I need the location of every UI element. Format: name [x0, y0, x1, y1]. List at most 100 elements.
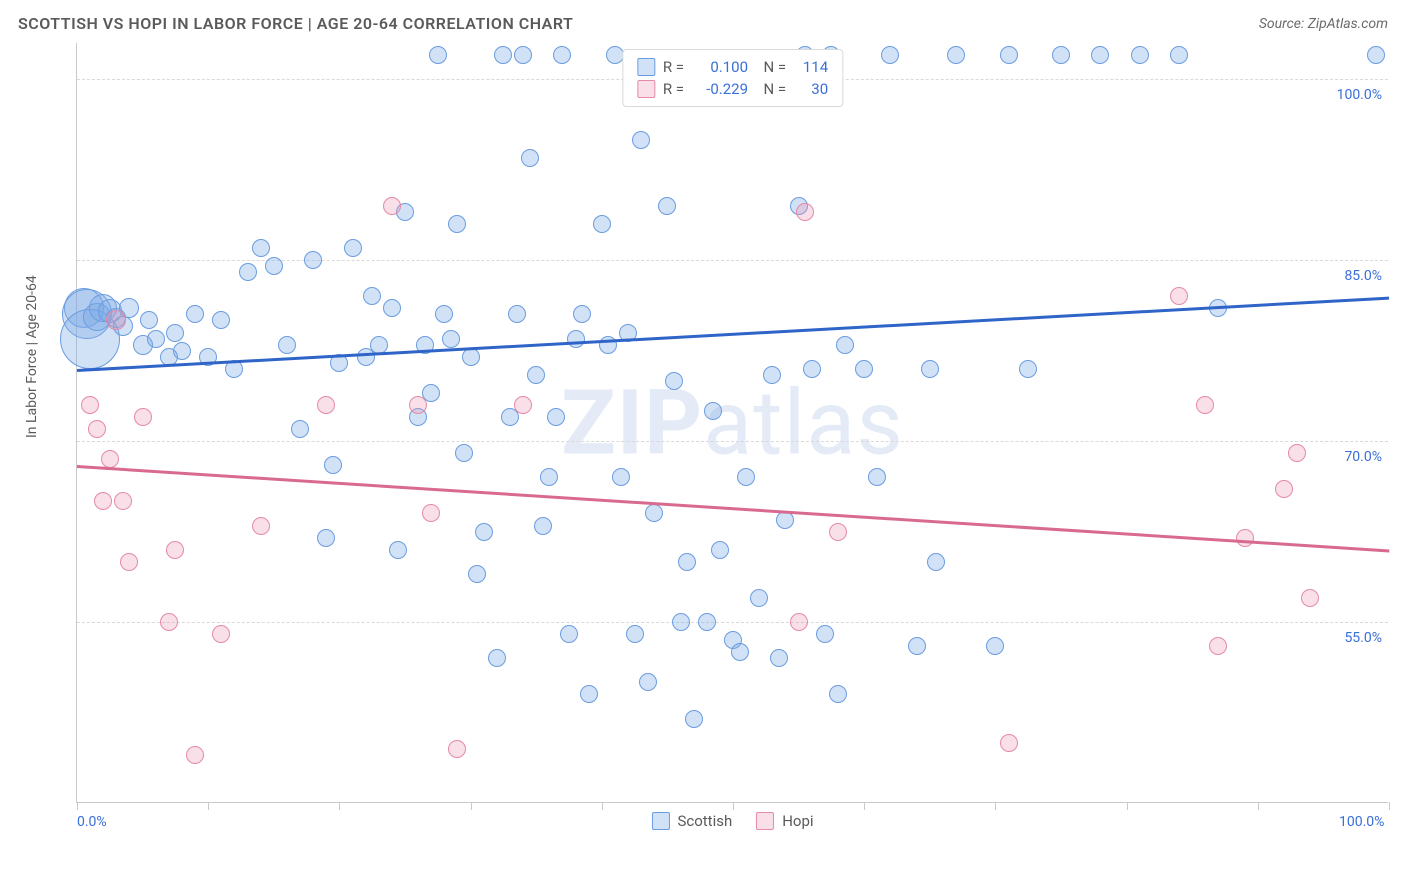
scatter-point [790, 613, 808, 631]
scatter-point [796, 203, 814, 221]
scatter-point [1288, 444, 1306, 462]
scatter-point [639, 673, 657, 691]
scatter-point [212, 625, 230, 643]
scatter-point [252, 239, 270, 257]
scatter-point [494, 46, 512, 64]
legend-r-value: -0.229 [692, 80, 748, 98]
trend-line [77, 465, 1389, 552]
scatter-point [186, 746, 204, 764]
correlation-legend: R =0.100 N =114R =-0.229 N =30 [622, 49, 843, 107]
scatter-point [829, 685, 847, 703]
scatter-point [304, 251, 322, 269]
scatter-point [173, 342, 191, 360]
legend-r-label: R = [663, 80, 684, 98]
y-axis-label: 100.0% [1337, 87, 1382, 103]
legend-n-label: N = [756, 58, 786, 76]
scatter-point [1301, 589, 1319, 607]
scatter-point [704, 402, 722, 420]
scatter-point [370, 336, 388, 354]
legend-row: R =-0.229 N =30 [637, 78, 828, 100]
scatter-point [770, 649, 788, 667]
scatter-point [317, 396, 335, 414]
scatter-point [508, 305, 526, 323]
series-legend: ScottishHopi [651, 812, 813, 830]
scatter-point [114, 492, 132, 510]
x-tick [733, 802, 734, 810]
scatter-point [763, 366, 781, 384]
x-tick [602, 802, 603, 810]
scatter-point [632, 131, 650, 149]
scatter-point [698, 613, 716, 631]
scatter-point [1367, 46, 1385, 64]
x-axis-label: 0.0% [77, 814, 107, 830]
scatter-point [1131, 46, 1149, 64]
gridline [77, 622, 1388, 623]
scatter-point [1000, 46, 1018, 64]
scatter-point [514, 46, 532, 64]
scatter-point [737, 468, 755, 486]
scatter-point [1019, 360, 1037, 378]
plot-area: ZIPatlas 55.0%70.0%85.0%100.0%0.0%100.0%… [76, 43, 1388, 803]
scatter-point [1209, 637, 1227, 655]
scatter-point [547, 408, 565, 426]
scatter-point [658, 197, 676, 215]
scatter-point [88, 420, 106, 438]
scatter-point [665, 372, 683, 390]
scatter-point [593, 215, 611, 233]
scatter-point [475, 523, 493, 541]
scatter-point [389, 541, 407, 559]
x-tick [1258, 802, 1259, 810]
scatter-point [265, 257, 283, 275]
scatter-point [678, 553, 696, 571]
scatter-point [120, 553, 138, 571]
scatter-point [573, 305, 591, 323]
scatter-point [599, 336, 617, 354]
scatter-point [239, 263, 257, 281]
scatter-point [836, 336, 854, 354]
scatter-point [711, 541, 729, 559]
scatter-point [803, 360, 821, 378]
x-tick [471, 802, 472, 810]
scatter-point [868, 468, 886, 486]
scatter-point [567, 330, 585, 348]
x-tick [1389, 802, 1390, 810]
scatter-point [672, 613, 690, 631]
scatter-point [278, 336, 296, 354]
scatter-point [521, 149, 539, 167]
scatter-point [816, 625, 834, 643]
scatter-point [1052, 46, 1070, 64]
header: SCOTTISH VS HOPI IN LABOR FORCE | AGE 20… [0, 0, 1406, 43]
scatter-point [134, 408, 152, 426]
x-tick [1127, 802, 1128, 810]
legend-r-value: 0.100 [692, 58, 748, 76]
source-label: Source: ZipAtlas.com [1259, 16, 1388, 32]
scatter-point [1170, 287, 1188, 305]
x-tick [864, 802, 865, 810]
scatter-point [462, 348, 480, 366]
scatter-point [166, 324, 184, 342]
scatter-point [429, 46, 447, 64]
watermark: ZIPatlas [561, 370, 904, 475]
scatter-point [1275, 480, 1293, 498]
scatter-point [540, 468, 558, 486]
scatter-point [409, 396, 427, 414]
scatter-point [455, 444, 473, 462]
legend-swatch [637, 58, 655, 76]
scatter-point [166, 541, 184, 559]
scatter-point [927, 553, 945, 571]
x-tick [77, 802, 78, 810]
scatter-point [363, 287, 381, 305]
scatter-point [383, 299, 401, 317]
scatter-point [1196, 396, 1214, 414]
scatter-point [186, 305, 204, 323]
scatter-point [612, 468, 630, 486]
scatter-point [422, 504, 440, 522]
scatter-point [1170, 46, 1188, 64]
scatter-point [829, 523, 847, 541]
scatter-point [435, 305, 453, 323]
y-axis-label: 55.0% [1344, 630, 1382, 646]
scatter-point [626, 625, 644, 643]
chart-title: SCOTTISH VS HOPI IN LABOR FORCE | AGE 20… [18, 14, 573, 33]
scatter-point [750, 589, 768, 607]
legend-label: Hopi [782, 812, 813, 830]
